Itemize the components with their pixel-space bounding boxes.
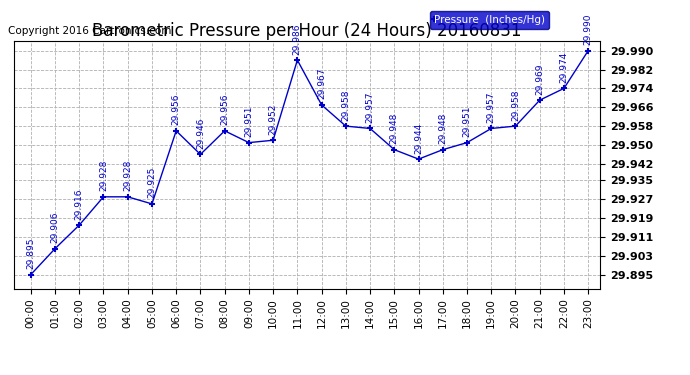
Pressure  (Inches/Hg) [172,129,180,133]
Text: 29.925: 29.925 [148,167,157,198]
Pressure  (Inches/Hg) [366,126,374,131]
Text: 29.969: 29.969 [535,63,544,94]
Pressure  (Inches/Hg) [51,246,59,251]
Pressure  (Inches/Hg) [560,86,568,91]
Pressure  (Inches/Hg) [317,103,326,107]
Text: 29.990: 29.990 [584,13,593,45]
Text: 29.946: 29.946 [196,117,205,149]
Text: 29.957: 29.957 [366,92,375,123]
Pressure  (Inches/Hg) [511,124,520,128]
Text: 29.944: 29.944 [414,122,423,153]
Pressure  (Inches/Hg) [27,272,35,277]
Text: 29.895: 29.895 [26,237,35,269]
Text: 29.986: 29.986 [293,23,302,54]
Text: 29.948: 29.948 [390,113,399,144]
Text: 29.958: 29.958 [511,89,520,120]
Pressure  (Inches/Hg) [245,140,253,145]
Pressure  (Inches/Hg) [99,195,108,199]
Pressure  (Inches/Hg) [293,58,302,62]
Text: 29.974: 29.974 [560,51,569,83]
Text: 29.956: 29.956 [220,94,229,125]
Text: 29.928: 29.928 [124,160,132,191]
Pressure  (Inches/Hg) [584,48,592,53]
Text: 29.948: 29.948 [438,113,447,144]
Text: 29.951: 29.951 [462,105,471,137]
Text: 29.916: 29.916 [75,188,83,219]
Pressure  (Inches/Hg) [124,195,132,199]
Text: 29.928: 29.928 [99,160,108,191]
Pressure  (Inches/Hg) [390,147,398,152]
Pressure  (Inches/Hg) [463,140,471,145]
Text: 29.957: 29.957 [486,92,495,123]
Pressure  (Inches/Hg) [269,138,277,142]
Pressure  (Inches/Hg) [415,157,423,161]
Line: Pressure  (Inches/Hg): Pressure (Inches/Hg) [28,47,591,278]
Text: 29.951: 29.951 [244,105,253,137]
Pressure  (Inches/Hg) [221,129,229,133]
Pressure  (Inches/Hg) [439,147,447,152]
Pressure  (Inches/Hg) [535,98,544,102]
Title: Barometric Pressure per Hour (24 Hours) 20160831: Barometric Pressure per Hour (24 Hours) … [92,22,522,40]
Text: 29.906: 29.906 [50,211,59,243]
Legend: Pressure  (Inches/Hg): Pressure (Inches/Hg) [430,10,549,29]
Text: 29.956: 29.956 [172,94,181,125]
Text: Copyright 2016 Cartronics.com: Copyright 2016 Cartronics.com [8,26,171,36]
Text: 29.958: 29.958 [342,89,351,120]
Pressure  (Inches/Hg) [196,152,204,157]
Pressure  (Inches/Hg) [148,202,156,206]
Pressure  (Inches/Hg) [75,223,83,227]
Pressure  (Inches/Hg) [342,124,350,128]
Text: 29.967: 29.967 [317,68,326,99]
Text: 29.952: 29.952 [268,104,277,135]
Pressure  (Inches/Hg) [487,126,495,131]
